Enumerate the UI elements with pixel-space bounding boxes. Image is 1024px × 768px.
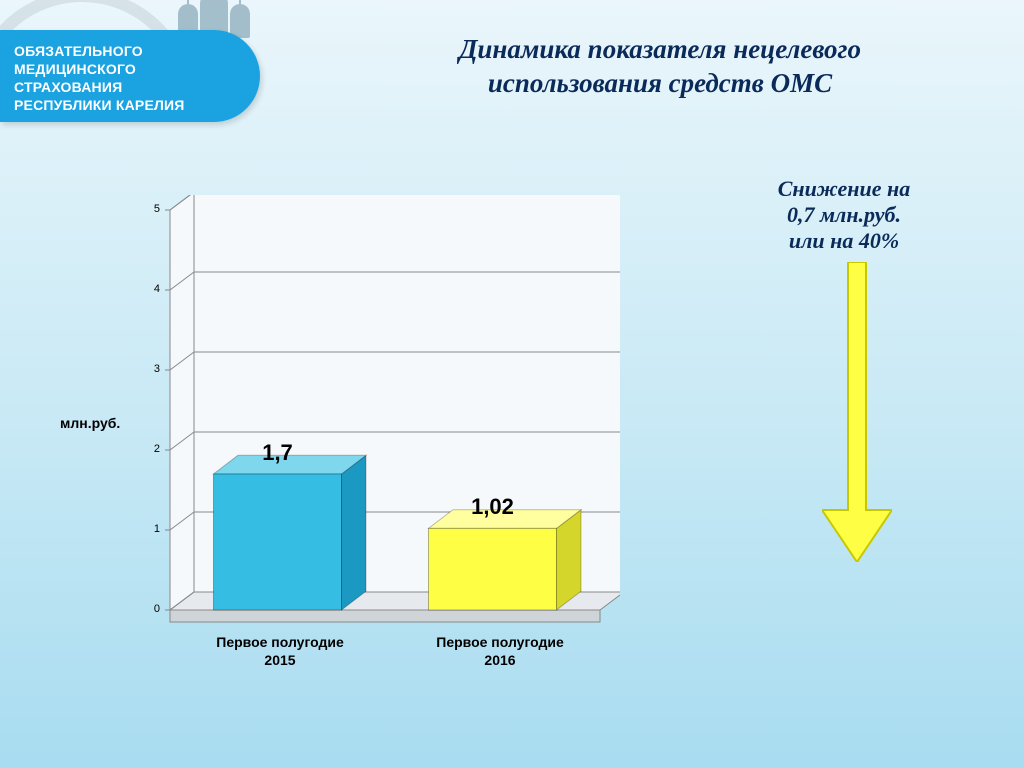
y-tick-label: 3 bbox=[146, 363, 160, 375]
x-category-label-1: Первое полугодие2015 bbox=[180, 633, 380, 669]
y-tick-label: 0 bbox=[146, 603, 160, 615]
y-tick-label: 2 bbox=[146, 443, 160, 455]
y-tick-label: 1 bbox=[146, 523, 160, 535]
logo-ribbon: ОБЯЗАТЕЛЬНОГО МЕДИЦИНСКОГО СТРАХОВАНИЯ Р… bbox=[0, 30, 260, 122]
slide-title: Динамика показателя нецелевого использов… bbox=[350, 32, 970, 100]
logo-text-line: РЕСПУБЛИКИ КАРЕЛИЯ bbox=[14, 96, 248, 114]
bar-value-label-2: 1,02 bbox=[413, 494, 573, 520]
org-logo: ОБЯЗАТЕЛЬНОГО МЕДИЦИНСКОГО СТРАХОВАНИЯ Р… bbox=[0, 0, 320, 170]
y-tick-label: 5 bbox=[146, 203, 160, 215]
reduction-annotation: Снижение на 0,7 млн.руб. или на 40% bbox=[734, 176, 954, 254]
logo-dome-icon bbox=[230, 4, 250, 38]
title-line: Динамика показателя нецелевого bbox=[459, 34, 861, 64]
y-axis-label: млн.руб. bbox=[60, 415, 120, 431]
bar-chart: млн.руб. 012345 Первое полугодие2015 Пер… bbox=[60, 195, 620, 665]
chart-plot-area bbox=[60, 195, 620, 665]
annot-line: или на 40% bbox=[789, 228, 899, 253]
annot-line: 0,7 млн.руб. bbox=[787, 202, 901, 227]
down-arrow-icon bbox=[822, 262, 892, 562]
x-category-label-2: Первое полугодие2016 bbox=[400, 633, 600, 669]
bar-value-label-1: 1,7 bbox=[198, 440, 358, 466]
title-line: использования средств ОМС bbox=[488, 68, 832, 98]
logo-text-line: ОБЯЗАТЕЛЬНОГО bbox=[14, 42, 248, 60]
y-tick-label: 4 bbox=[146, 283, 160, 295]
annot-line: Снижение на bbox=[778, 176, 910, 201]
logo-text-line: МЕДИЦИНСКОГО СТРАХОВАНИЯ bbox=[14, 60, 248, 96]
